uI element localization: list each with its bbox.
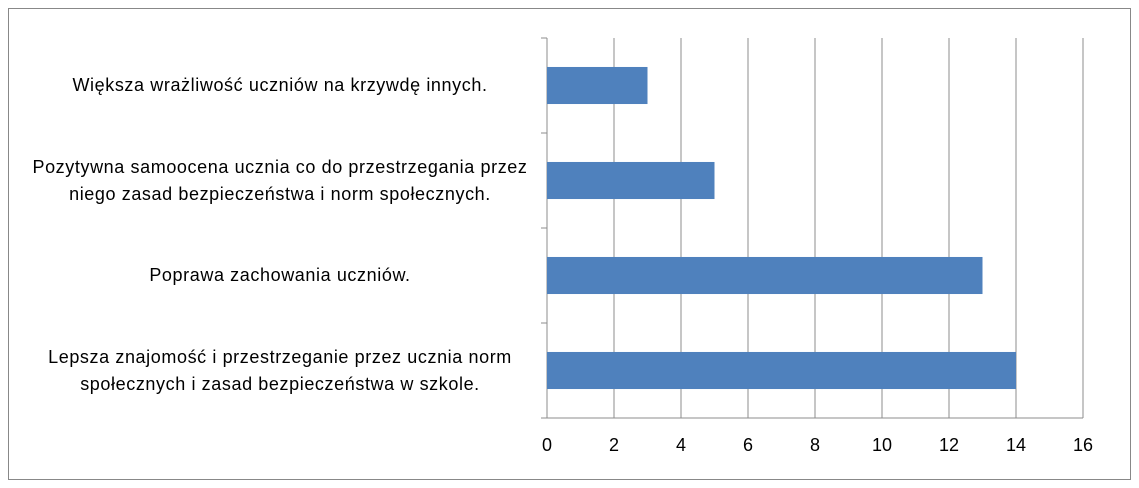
x-tick-label: 2 — [609, 435, 619, 455]
y-tick-label: Poprawa zachowania uczniów. — [149, 265, 411, 285]
x-tick-label: 0 — [542, 435, 552, 455]
y-tick-label: Większa wrażliwość uczniów na krzywdę in… — [72, 75, 488, 95]
x-tick-label: 14 — [1006, 435, 1026, 455]
y-tick-label: Lepsza znajomość i przestrzeganie przez … — [48, 346, 512, 394]
y-tick-label: Pozytywna samoocena ucznia co do przestr… — [32, 156, 528, 204]
chart-border — [8, 8, 1131, 480]
bar — [547, 161, 715, 200]
bar — [547, 256, 983, 295]
x-tick-label: 6 — [743, 435, 753, 455]
x-tick-label: 16 — [1073, 435, 1093, 455]
x-tick-label: 10 — [872, 435, 892, 455]
bar — [547, 351, 1016, 390]
bar — [547, 66, 648, 105]
x-tick-label: 8 — [810, 435, 820, 455]
x-tick-label: 4 — [676, 435, 686, 455]
x-tick-label: 12 — [939, 435, 959, 455]
